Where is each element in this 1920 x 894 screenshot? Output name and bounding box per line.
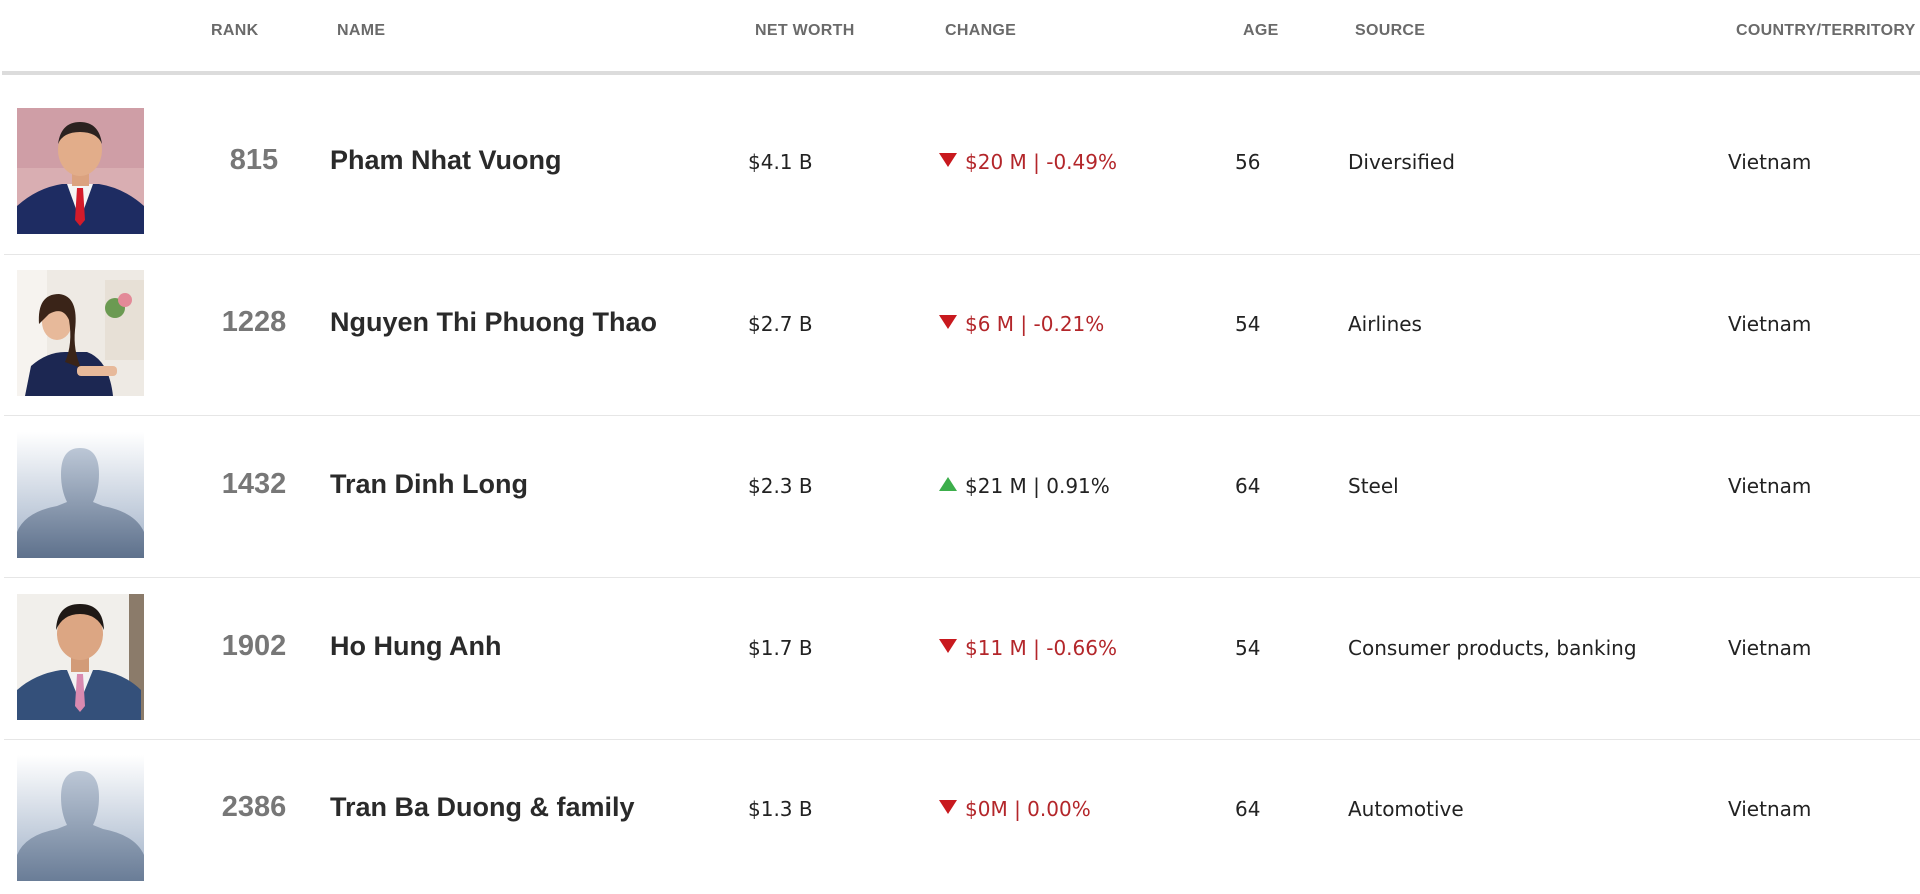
age-value: 64 bbox=[1235, 797, 1261, 821]
change-value: $21 M | 0.91% bbox=[939, 474, 1110, 498]
rank-value: 1432 bbox=[221, 468, 287, 500]
net-worth-value: $2.3 B bbox=[748, 474, 813, 498]
change-text: $21 M | 0.91% bbox=[965, 474, 1110, 498]
age-value: 54 bbox=[1235, 636, 1261, 660]
avatar-photo[interactable] bbox=[17, 594, 144, 720]
rank-value: 1902 bbox=[221, 630, 287, 662]
person-name-link[interactable]: Pham Nhat Vuong bbox=[330, 145, 562, 175]
avatar-placeholder[interactable] bbox=[17, 755, 144, 881]
country-value: Vietnam bbox=[1728, 312, 1812, 336]
down-arrow-icon bbox=[939, 800, 957, 814]
source-value: Steel bbox=[1348, 474, 1399, 498]
down-arrow-icon bbox=[939, 153, 957, 167]
change-text: $6 M | -0.21% bbox=[965, 312, 1105, 336]
table-row[interactable]: 1228 Nguyen Thi Phuong Thao $2.7 B $6 M … bbox=[4, 245, 1920, 407]
column-header-name[interactable]: NAME bbox=[337, 22, 386, 39]
header-divider bbox=[2, 71, 1920, 75]
net-worth-value: $4.1 B bbox=[748, 150, 813, 174]
table-row[interactable]: 815 Pham Nhat Vuong $4.1 B $20 M | -0.49… bbox=[4, 83, 1920, 245]
table-row[interactable]: 2386 Tran Ba Duong & family $1.3 B $0M |… bbox=[4, 730, 1920, 892]
change-text: $0M | 0.00% bbox=[965, 797, 1091, 821]
person-name-link[interactable]: Ho Hung Anh bbox=[330, 631, 502, 661]
avatar-photo[interactable] bbox=[17, 108, 144, 234]
person-name-link[interactable]: Nguyen Thi Phuong Thao bbox=[330, 307, 657, 337]
source-value: Automotive bbox=[1348, 797, 1464, 821]
source-value: Diversified bbox=[1348, 150, 1455, 174]
net-worth-value: $1.7 B bbox=[748, 636, 813, 660]
country-value: Vietnam bbox=[1728, 150, 1812, 174]
down-arrow-icon bbox=[939, 315, 957, 329]
column-header-change[interactable]: CHANGE bbox=[945, 22, 1017, 39]
age-value: 64 bbox=[1235, 474, 1261, 498]
age-value: 54 bbox=[1235, 312, 1261, 336]
rank-value: 1228 bbox=[221, 306, 287, 338]
person-name-link[interactable]: Tran Dinh Long bbox=[330, 469, 528, 499]
avatar-placeholder[interactable] bbox=[17, 432, 144, 558]
person-name-link[interactable]: Tran Ba Duong & family bbox=[330, 792, 635, 822]
country-value: Vietnam bbox=[1728, 474, 1812, 498]
rank-value: 815 bbox=[229, 144, 279, 176]
row-divider bbox=[4, 739, 1920, 740]
table-header: RANK NAME NET WORTH CHANGE AGE SOURCE CO… bbox=[0, 0, 1920, 72]
net-worth-value: $1.3 B bbox=[748, 797, 813, 821]
down-arrow-icon bbox=[939, 639, 957, 653]
table-row[interactable]: 1432 Tran Dinh Long $2.3 B $21 M | 0.91%… bbox=[4, 407, 1920, 569]
row-divider bbox=[4, 254, 1920, 255]
country-value: Vietnam bbox=[1728, 636, 1812, 660]
table-row[interactable]: 1902 Ho Hung Anh $1.7 B $11 M | -0.66% 5… bbox=[4, 569, 1920, 731]
avatar-photo[interactable] bbox=[17, 270, 144, 396]
change-value: $6 M | -0.21% bbox=[939, 312, 1104, 336]
column-header-rank[interactable]: RANK bbox=[211, 22, 259, 39]
column-header-country[interactable]: COUNTRY/TERRITORY bbox=[1736, 22, 1916, 39]
age-value: 56 bbox=[1235, 150, 1261, 174]
change-text: $11 M | -0.66% bbox=[965, 636, 1117, 660]
up-arrow-icon bbox=[939, 477, 957, 491]
change-text: $20 M | -0.49% bbox=[965, 150, 1117, 174]
column-header-source[interactable]: SOURCE bbox=[1355, 22, 1426, 39]
row-divider bbox=[4, 415, 1920, 416]
change-value: $0M | 0.00% bbox=[939, 797, 1091, 821]
source-value: Consumer products, banking bbox=[1348, 636, 1637, 660]
row-divider bbox=[4, 577, 1920, 578]
net-worth-value: $2.7 B bbox=[748, 312, 813, 336]
country-value: Vietnam bbox=[1728, 797, 1812, 821]
rank-value: 2386 bbox=[221, 791, 287, 823]
change-value: $20 M | -0.49% bbox=[939, 150, 1117, 174]
column-header-net-worth[interactable]: NET WORTH bbox=[755, 22, 855, 39]
column-header-age[interactable]: AGE bbox=[1243, 22, 1279, 39]
source-value: Airlines bbox=[1348, 312, 1422, 336]
change-value: $11 M | -0.66% bbox=[939, 636, 1117, 660]
